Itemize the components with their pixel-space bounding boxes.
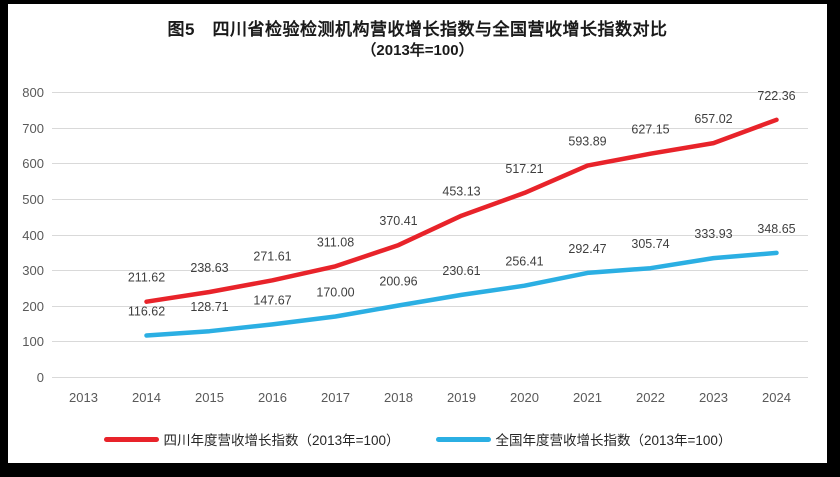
data-label: 370.41: [379, 214, 417, 228]
x-axis-tick-label: 2014: [132, 390, 161, 405]
x-axis-tick-label: 2020: [510, 390, 539, 405]
x-axis-tick-label: 2024: [762, 390, 791, 405]
legend-label-sichuan: 四川年度营收增长指数（2013年=100）: [163, 433, 400, 448]
legend-item-sichuan: 四川年度营收增长指数（2013年=100）: [103, 429, 400, 449]
data-label: 128.71: [190, 300, 228, 314]
national-series-swatch-icon: [435, 436, 491, 442]
y-axis-tick-label: 500: [22, 192, 44, 207]
chart-title-line1: 图5 四川省检验检测机构营收增长指数与全国营收增长指数对比: [167, 20, 668, 39]
data-label: 305.74: [631, 237, 669, 251]
data-label: 627.15: [631, 123, 669, 137]
x-axis-tick-label: 2016: [258, 390, 287, 405]
data-label: 333.93: [694, 227, 732, 241]
data-label: 238.63: [190, 261, 228, 275]
data-label: 722.36: [757, 89, 795, 103]
data-label: 230.61: [442, 264, 480, 278]
chart-canvas: [8, 4, 827, 463]
data-label: 211.62: [128, 271, 165, 285]
data-label: 116.62: [128, 304, 165, 318]
y-axis-tick-label: 0: [37, 370, 44, 385]
x-axis-tick-label: 2013: [69, 390, 98, 405]
data-label: 348.65: [757, 222, 795, 236]
x-axis-tick-label: 2017: [321, 390, 350, 405]
legend-item-national: 全国年度营收增长指数（2013年=100）: [435, 429, 732, 449]
y-axis-tick-label: 600: [22, 156, 44, 171]
data-label: 170.00: [316, 285, 354, 299]
data-label: 292.47: [568, 242, 606, 256]
x-axis-tick-label: 2022: [636, 390, 665, 405]
y-axis-tick-label: 800: [22, 85, 44, 100]
legend-label-national: 全国年度营收增长指数（2013年=100）: [495, 433, 732, 448]
x-axis-tick-label: 2015: [195, 390, 224, 405]
y-axis-tick-label: 100: [22, 334, 44, 349]
x-axis-tick-label: 2019: [447, 390, 476, 405]
data-label: 311.08: [317, 235, 354, 249]
x-axis-tick-label: 2021: [573, 390, 602, 405]
data-label: 517.21: [505, 162, 543, 176]
sichuan-series-line: [144, 117, 779, 304]
x-axis-tick-label: 2023: [699, 390, 728, 405]
data-label: 453.13: [442, 185, 480, 199]
data-label: 657.02: [694, 112, 732, 126]
y-axis-tick-label: 400: [22, 228, 44, 243]
data-label: 200.96: [379, 274, 417, 288]
chart-legend: 四川年度营收增长指数（2013年=100） 全国年度营收增长指数（2013年=1…: [8, 429, 827, 449]
data-label: 271.61: [253, 249, 291, 263]
data-label: 147.67: [253, 293, 291, 307]
y-axis-tick-label: 700: [22, 121, 44, 136]
chart-title-line2: （2013年=100）: [361, 42, 474, 59]
y-axis-tick-label: 300: [22, 263, 44, 278]
chart-title: 图5 四川省检验检测机构营收增长指数与全国营收增长指数对比 （2013年=100…: [8, 18, 827, 61]
data-label: 256.41: [505, 255, 543, 269]
national-series-line: [144, 250, 779, 338]
data-label: 593.89: [568, 135, 606, 149]
x-axis-tick-label: 2018: [384, 390, 413, 405]
sichuan-series-swatch-icon: [103, 436, 159, 442]
y-axis-tick-label: 200: [22, 299, 44, 314]
